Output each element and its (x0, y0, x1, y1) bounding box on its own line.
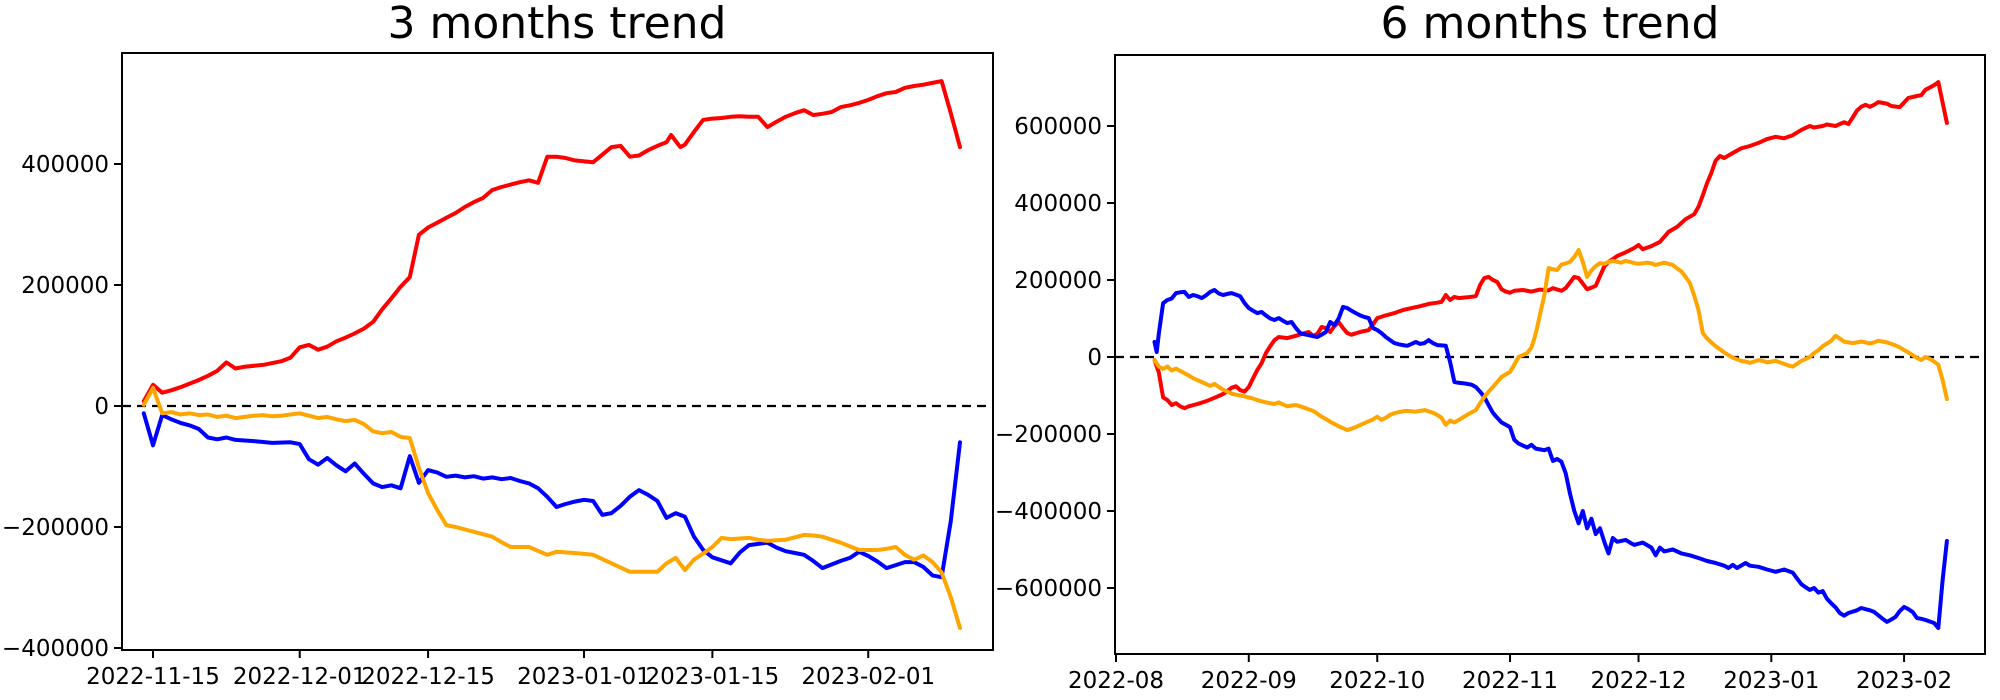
y-tick-label: −600000 (995, 576, 1102, 602)
y-tick-label: 200000 (21, 273, 109, 299)
y-tick-label: 400000 (1014, 191, 1102, 217)
x-tick-label: 2022-12-15 (361, 664, 495, 690)
y-tick-label: −200000 (995, 422, 1102, 448)
y-tick-label: 200000 (1014, 268, 1102, 294)
x-tick-label: 2022-09 (1201, 668, 1297, 694)
x-tick-label: 2023-01-15 (646, 664, 780, 690)
x-tick-label: 2022-11-15 (86, 664, 220, 690)
x-tick-label: 2022-08 (1068, 668, 1164, 694)
series-line-orange (141, 385, 962, 630)
x-tick-label: 2023-02 (1856, 668, 1952, 694)
series-line-red (141, 79, 962, 404)
x-tick-label: 2022-12 (1590, 668, 1686, 694)
series-line-blue (141, 411, 962, 580)
y-tick-label: −400000 (2, 636, 109, 662)
chart-title-3-months: 3 months trend (388, 0, 727, 49)
x-tick-label: 2023-01 (1723, 668, 1819, 694)
series-line-red (1152, 80, 1949, 411)
x-tick-label: 2023-01-01 (517, 664, 651, 690)
y-tick-label: −400000 (995, 499, 1102, 525)
x-tick-label: 2023-02-01 (801, 664, 935, 690)
x-tick-label: 2022-10 (1329, 668, 1425, 694)
x-tick-label: 2022-11 (1462, 668, 1558, 694)
chart-6-months-trend: 2022-08 2022-09 2022-10 2022-11 2022-12 2023-… (995, 54, 1986, 694)
series-line-orange (1152, 248, 1949, 433)
y-tick-label: 0 (94, 394, 109, 420)
x-tick-label: 2022-12-01 (233, 664, 367, 690)
y-tick-label: 400000 (21, 152, 109, 178)
y-tick-label: −200000 (2, 515, 109, 541)
series-line-blue (1152, 288, 1949, 630)
y-tick-label: 600000 (1014, 114, 1102, 140)
chart-title-6-months: 6 months trend (1381, 0, 1720, 49)
plot-border (121, 52, 994, 651)
y-tick-label: 0 (1087, 345, 1102, 371)
plot-border (1114, 54, 1986, 655)
